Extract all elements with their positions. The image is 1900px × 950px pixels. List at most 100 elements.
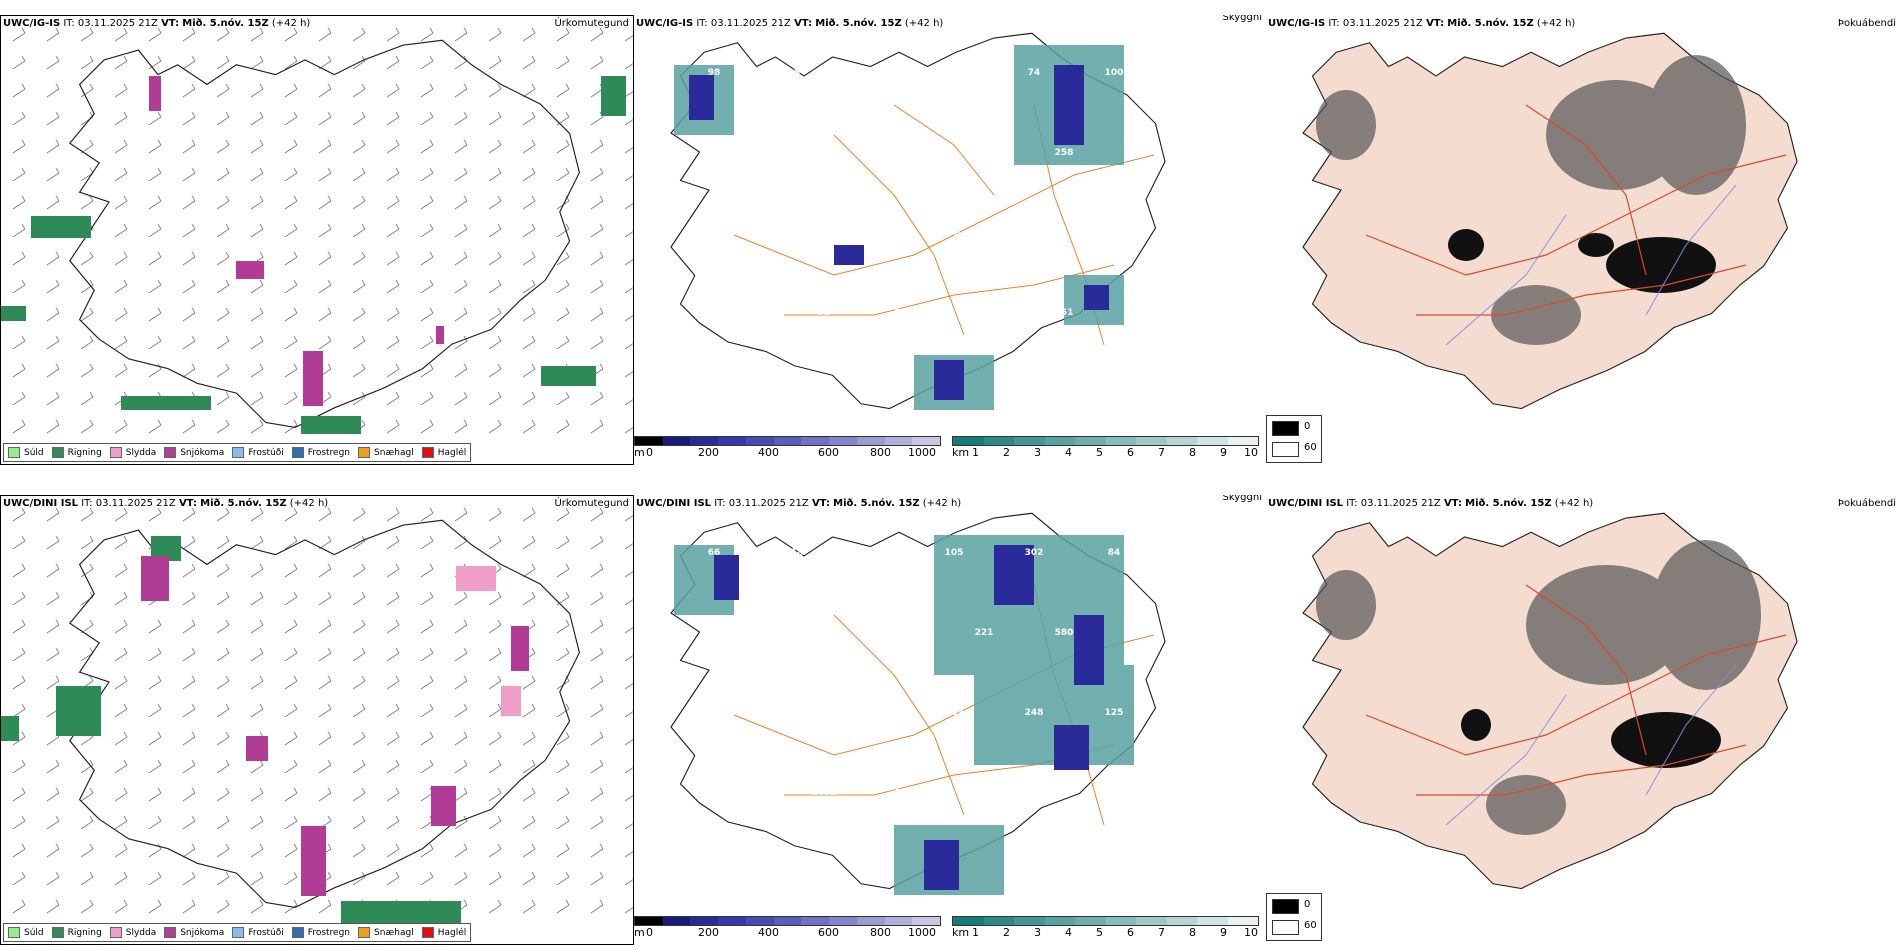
wind-barb [386, 335, 400, 350]
wind-barb [556, 55, 570, 70]
visibility-value-label: 1051 [811, 788, 836, 798]
wind-barb [420, 507, 434, 522]
colorbar-segment [801, 437, 830, 445]
wind-barb [216, 251, 230, 266]
wind-barb [80, 363, 94, 378]
wind-barb [250, 139, 264, 154]
wind-barb [182, 535, 196, 550]
wind-barb [216, 507, 230, 522]
wind-barb [386, 647, 400, 662]
wind-barb [488, 619, 502, 634]
visibility-km-colorbar: km 1 2 3 4 5 6 7 8 9 10 [952, 436, 1262, 462]
colorbar-segment [690, 917, 719, 925]
tick-label: 10 [1244, 926, 1258, 939]
wind-barb [148, 195, 162, 210]
wind-barb [284, 27, 298, 42]
wind-barb [46, 899, 60, 914]
wind-barb [624, 315, 633, 322]
wind-barb [216, 307, 230, 322]
legend-swatch [291, 927, 304, 938]
km-colorbar-strip [952, 916, 1259, 926]
wind-barb [590, 139, 604, 154]
legend-item: Rigning [51, 447, 102, 458]
wind-barb [454, 731, 468, 746]
wind-barb [556, 307, 570, 322]
tick-label: 0 [646, 926, 653, 939]
wind-barb [182, 647, 196, 662]
legend-swatch [232, 447, 245, 458]
colorbar-segment [856, 917, 885, 925]
wind-barb [522, 871, 536, 886]
wind-barb [318, 507, 332, 522]
wind-barb [284, 899, 298, 914]
wind-barb [590, 195, 604, 210]
wind-barb [12, 871, 26, 886]
wind-barb [318, 167, 332, 182]
wind-barb [352, 843, 366, 858]
precip-map [1, 507, 633, 931]
tick-label: 3 [1034, 446, 1041, 459]
wind-barb [216, 703, 230, 718]
wind-barb [80, 787, 94, 802]
wind-barb [420, 759, 434, 774]
wind-barb [216, 535, 230, 550]
visibility-value-label: 66 [708, 548, 721, 558]
wind-barb [250, 675, 264, 690]
wind-barb [284, 703, 298, 718]
wind-barb [216, 899, 230, 914]
wind-barb [284, 507, 298, 522]
wind-barb [454, 759, 468, 774]
wind-barb [284, 111, 298, 126]
tick-label: 600 [818, 446, 839, 459]
wind-barb [114, 535, 128, 550]
wind-barb [114, 335, 128, 350]
wind-barb [114, 703, 128, 718]
wind-barb [420, 111, 434, 126]
visibility-value-label: 98 [708, 68, 721, 78]
wind-barb [148, 759, 162, 774]
wind-barb [624, 343, 633, 350]
wind-barb [556, 391, 570, 406]
wind-barb [352, 139, 366, 154]
wind-barb [148, 167, 162, 182]
fog-key-high-label: 60 [1304, 442, 1317, 453]
wind-barb [420, 279, 434, 294]
wind-barb [148, 363, 162, 378]
wind-barb [250, 307, 264, 322]
colorbar-segment [1044, 917, 1075, 925]
wind-barb [624, 63, 633, 70]
wind-barb [454, 703, 468, 718]
wind-barb [216, 563, 230, 578]
wind-barb [556, 83, 570, 98]
visibility-value-label: 262 [945, 708, 964, 718]
wind-barb [46, 363, 60, 378]
legend-swatch [358, 447, 371, 458]
wind-barb [556, 167, 570, 182]
precip-type-panel-top: UWC/IG-IS IT: 03.11.2025 21Z VT: Mið. 5.… [0, 15, 634, 465]
wind-barb [46, 419, 60, 434]
wind-barb [488, 251, 502, 266]
wind-barb [420, 703, 434, 718]
wind-barb [352, 647, 366, 662]
colorbar-segment [884, 437, 913, 445]
wind-barb [386, 307, 400, 322]
wind-barb [80, 139, 94, 154]
legend-item: Rigning [51, 927, 102, 938]
wind-barb [590, 899, 604, 914]
colorbar-segment [953, 917, 984, 925]
wind-barb [318, 759, 332, 774]
wind-barb [114, 111, 128, 126]
wind-barb [284, 535, 298, 550]
wind-barb [12, 167, 26, 182]
wind-barb [284, 139, 298, 154]
wind-barb [182, 703, 196, 718]
legend-swatch [109, 447, 122, 458]
wind-barb [556, 703, 570, 718]
wind-barb [624, 711, 633, 718]
panel-title: Úrkomutegund [554, 18, 629, 29]
wind-barb [624, 399, 633, 406]
visibility-value-label: 84 [898, 148, 911, 158]
wind-barb [114, 363, 128, 378]
wind-barb [182, 55, 196, 70]
legend-item: Frostúði [232, 447, 284, 458]
